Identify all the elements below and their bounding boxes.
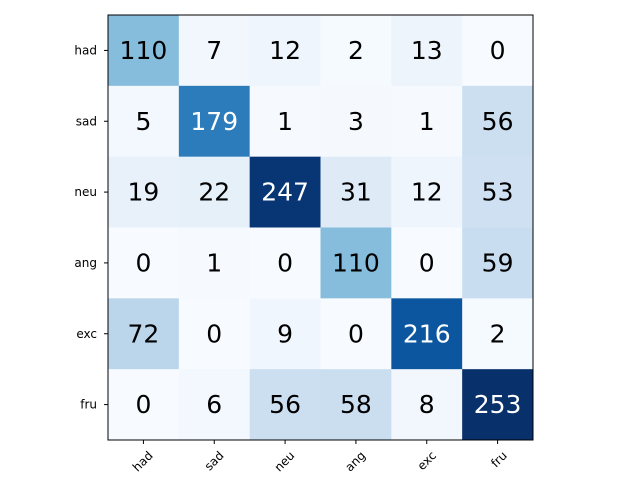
heatmap-cell-had-ang bbox=[320, 15, 392, 87]
y-tick-label: fru bbox=[80, 398, 97, 412]
y-axis-ticks: had sad neu ang exc fru bbox=[74, 43, 108, 412]
heatmap-cell-had-exc bbox=[391, 15, 463, 87]
x-tick-label: neu bbox=[272, 448, 298, 474]
cell-value-label: 2 bbox=[490, 319, 506, 348]
cell-value-label: 1 bbox=[206, 248, 222, 277]
heatmap-cell-sad-exc bbox=[391, 85, 463, 158]
heatmap-cell-sad-ang bbox=[320, 85, 392, 158]
x-tick-label: exc bbox=[415, 448, 440, 473]
x-tick-label: had bbox=[130, 448, 156, 474]
y-tick-label: exc bbox=[76, 327, 97, 341]
cell-value-label: 3 bbox=[348, 107, 364, 136]
cell-value-label: 22 bbox=[198, 178, 230, 207]
heatmap-cell-had-fru bbox=[462, 15, 534, 87]
heatmap-cell-ang-fru bbox=[462, 227, 534, 299]
cell-value-label: 2 bbox=[348, 36, 364, 65]
cell-value-label: 8 bbox=[419, 390, 435, 419]
cell-value-label: 59 bbox=[482, 248, 514, 277]
heatmap-cell-sad-fru bbox=[462, 85, 534, 158]
heatmap-cell-neu-exc bbox=[391, 156, 463, 228]
cell-value-label: 253 bbox=[474, 390, 522, 419]
cell-value-label: 247 bbox=[261, 178, 309, 207]
cell-value-label: 13 bbox=[411, 36, 443, 65]
heatmap-cell-exc-fru bbox=[462, 298, 534, 370]
cell-value-label: 12 bbox=[411, 178, 443, 207]
heatmap-cell-fru-neu bbox=[249, 369, 321, 441]
cell-value-label: 179 bbox=[190, 107, 238, 136]
cell-value-label: 1 bbox=[277, 107, 293, 136]
cell-value-label: 58 bbox=[340, 390, 372, 419]
heatmap-cell-sad-had bbox=[108, 85, 180, 158]
cell-value-label: 0 bbox=[419, 248, 435, 277]
y-tick-label: neu bbox=[74, 185, 97, 199]
heatmap-cell-fru-fru bbox=[462, 369, 534, 441]
heatmap-cell-exc-neu bbox=[249, 298, 321, 370]
cell-value-label: 72 bbox=[128, 319, 160, 348]
x-tick-label: ang bbox=[342, 448, 368, 474]
cell-value-label: 6 bbox=[206, 390, 222, 419]
heatmap-cell-neu-ang bbox=[320, 156, 392, 228]
heatmap-cell-fru-ang bbox=[320, 369, 392, 441]
cell-value-label: 9 bbox=[277, 319, 293, 348]
heatmap-cell-sad-neu bbox=[249, 85, 321, 158]
heatmap-cell-sad-sad bbox=[178, 85, 251, 158]
x-axis-ticks: had sad neu ang exc fru bbox=[130, 440, 510, 474]
heatmap-cell-neu-had bbox=[108, 156, 180, 228]
cell-value-label: 0 bbox=[135, 390, 151, 419]
cell-value-label: 216 bbox=[403, 319, 451, 348]
cell-value-label: 0 bbox=[348, 319, 364, 348]
cell-value-label: 0 bbox=[277, 248, 293, 277]
plot-frame bbox=[107, 14, 534, 441]
cell-value-label: 0 bbox=[490, 36, 506, 65]
heatmap-cell-exc-had bbox=[108, 298, 180, 370]
heatmap-cell-had-sad bbox=[178, 15, 251, 87]
x-tick-label: sad bbox=[202, 448, 227, 473]
heatmap-cell-exc-exc bbox=[391, 298, 463, 370]
y-tick-label: had bbox=[74, 43, 97, 57]
heatmap-cell-exc-sad bbox=[178, 298, 251, 370]
heatmap-cell-fru-exc bbox=[391, 369, 463, 441]
heatmap-cell-fru-had bbox=[108, 369, 180, 441]
cell-value-label: 0 bbox=[206, 319, 222, 348]
cell-value-label: 110 bbox=[332, 248, 380, 277]
x-tick-label: fru bbox=[488, 448, 510, 470]
heatmap-cell-had-neu bbox=[249, 15, 321, 87]
heatmap-cell-neu-neu bbox=[249, 156, 321, 228]
cell-value-label: 110 bbox=[120, 36, 168, 65]
cell-value-label: 0 bbox=[135, 248, 151, 277]
cell-value-label: 7 bbox=[206, 36, 222, 65]
y-tick-label: ang bbox=[74, 256, 97, 270]
heatmap-cell-ang-exc bbox=[391, 227, 463, 299]
heatmap-cell-ang-had bbox=[108, 227, 180, 299]
heatmap-cell-exc-ang bbox=[320, 298, 392, 370]
heatmap-cell-neu-fru bbox=[462, 156, 534, 228]
cell-value-label: 19 bbox=[128, 178, 160, 207]
heatmap-cell-ang-ang bbox=[320, 227, 392, 299]
heatmap-cell-neu-sad bbox=[178, 156, 251, 228]
cell-value-label: 1 bbox=[419, 107, 435, 136]
cell-value-label: 56 bbox=[482, 107, 514, 136]
cell-value-label: 53 bbox=[482, 178, 514, 207]
heatmap-cell-had-had bbox=[108, 15, 180, 87]
heatmap-cell-ang-neu bbox=[249, 227, 321, 299]
heatmap-cell-fru-sad bbox=[178, 369, 251, 441]
y-tick-label: sad bbox=[76, 114, 97, 128]
cell-value-label: 12 bbox=[269, 36, 301, 65]
cell-value-label: 5 bbox=[135, 107, 151, 136]
heatmap-cell-ang-sad bbox=[178, 227, 251, 299]
cell-value-label: 56 bbox=[269, 390, 301, 419]
cell-value-label: 31 bbox=[340, 178, 372, 207]
